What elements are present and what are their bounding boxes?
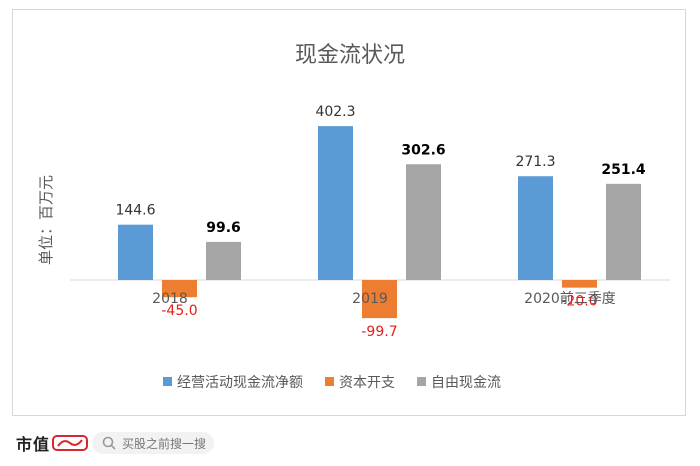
legend-swatch-2 bbox=[325, 377, 334, 386]
x-tick-label-2: 2019 bbox=[352, 291, 388, 307]
y-axis-label: 单位：百万元 bbox=[37, 175, 55, 265]
data-label-3-3: 251.4 bbox=[601, 162, 646, 178]
data-label-3-2: 302.6 bbox=[401, 142, 445, 158]
search-icon bbox=[102, 436, 116, 450]
legend-label-1: 经营活动现金流净额 bbox=[177, 375, 303, 391]
bar-3-1 bbox=[206, 241, 241, 280]
bar-3-2 bbox=[406, 164, 441, 280]
bar-1-2 bbox=[318, 126, 353, 281]
bar-2-1 bbox=[162, 280, 197, 298]
data-label-1-2: 402.3 bbox=[315, 104, 355, 120]
data-label-2-1: -45.0 bbox=[161, 303, 197, 319]
bar-1-1 bbox=[118, 224, 153, 280]
x-tick-label-1: 2018 bbox=[152, 291, 188, 307]
search-box[interactable]: 买股之前搜一搜 bbox=[92, 432, 214, 454]
brand-name: 市值 bbox=[16, 435, 51, 454]
data-label-3-1: 99.6 bbox=[206, 220, 241, 236]
chart-frame: 现金流状况 单位：百万元 144.6 -45.0 99.6 2018 402.3 -99.… bbox=[12, 9, 686, 416]
bar-2-3 bbox=[562, 280, 597, 288]
footer: 市值 买股之前搜一搜 bbox=[0, 420, 700, 466]
legend-label-3: 自由现金流 bbox=[431, 375, 501, 391]
legend-swatch-3 bbox=[417, 377, 426, 386]
legend-label-2: 资本开支 bbox=[339, 375, 395, 391]
x-tick-label-3: 2020前三季度 bbox=[524, 290, 616, 307]
data-label-1-3: 271.3 bbox=[515, 154, 555, 170]
brand-logo[interactable]: 市值 bbox=[16, 432, 90, 454]
data-label-2-3: -20.0 bbox=[561, 294, 597, 310]
bar-1-3 bbox=[518, 176, 553, 280]
search-placeholder: 买股之前搜一搜 bbox=[122, 436, 207, 451]
legend-swatch-1 bbox=[163, 377, 172, 386]
cash-flow-chart: 现金流状况 单位：百万元 144.6 -45.0 99.6 2018 402.3 -99.… bbox=[37, 43, 670, 391]
brand-wind-icon bbox=[52, 435, 89, 451]
chart-title: 现金流状况 bbox=[295, 43, 405, 68]
bar-2-2 bbox=[362, 280, 397, 319]
bar-3-3 bbox=[606, 183, 641, 280]
data-label-1-1: 144.6 bbox=[115, 203, 155, 219]
data-label-2-2: -99.7 bbox=[361, 324, 397, 340]
